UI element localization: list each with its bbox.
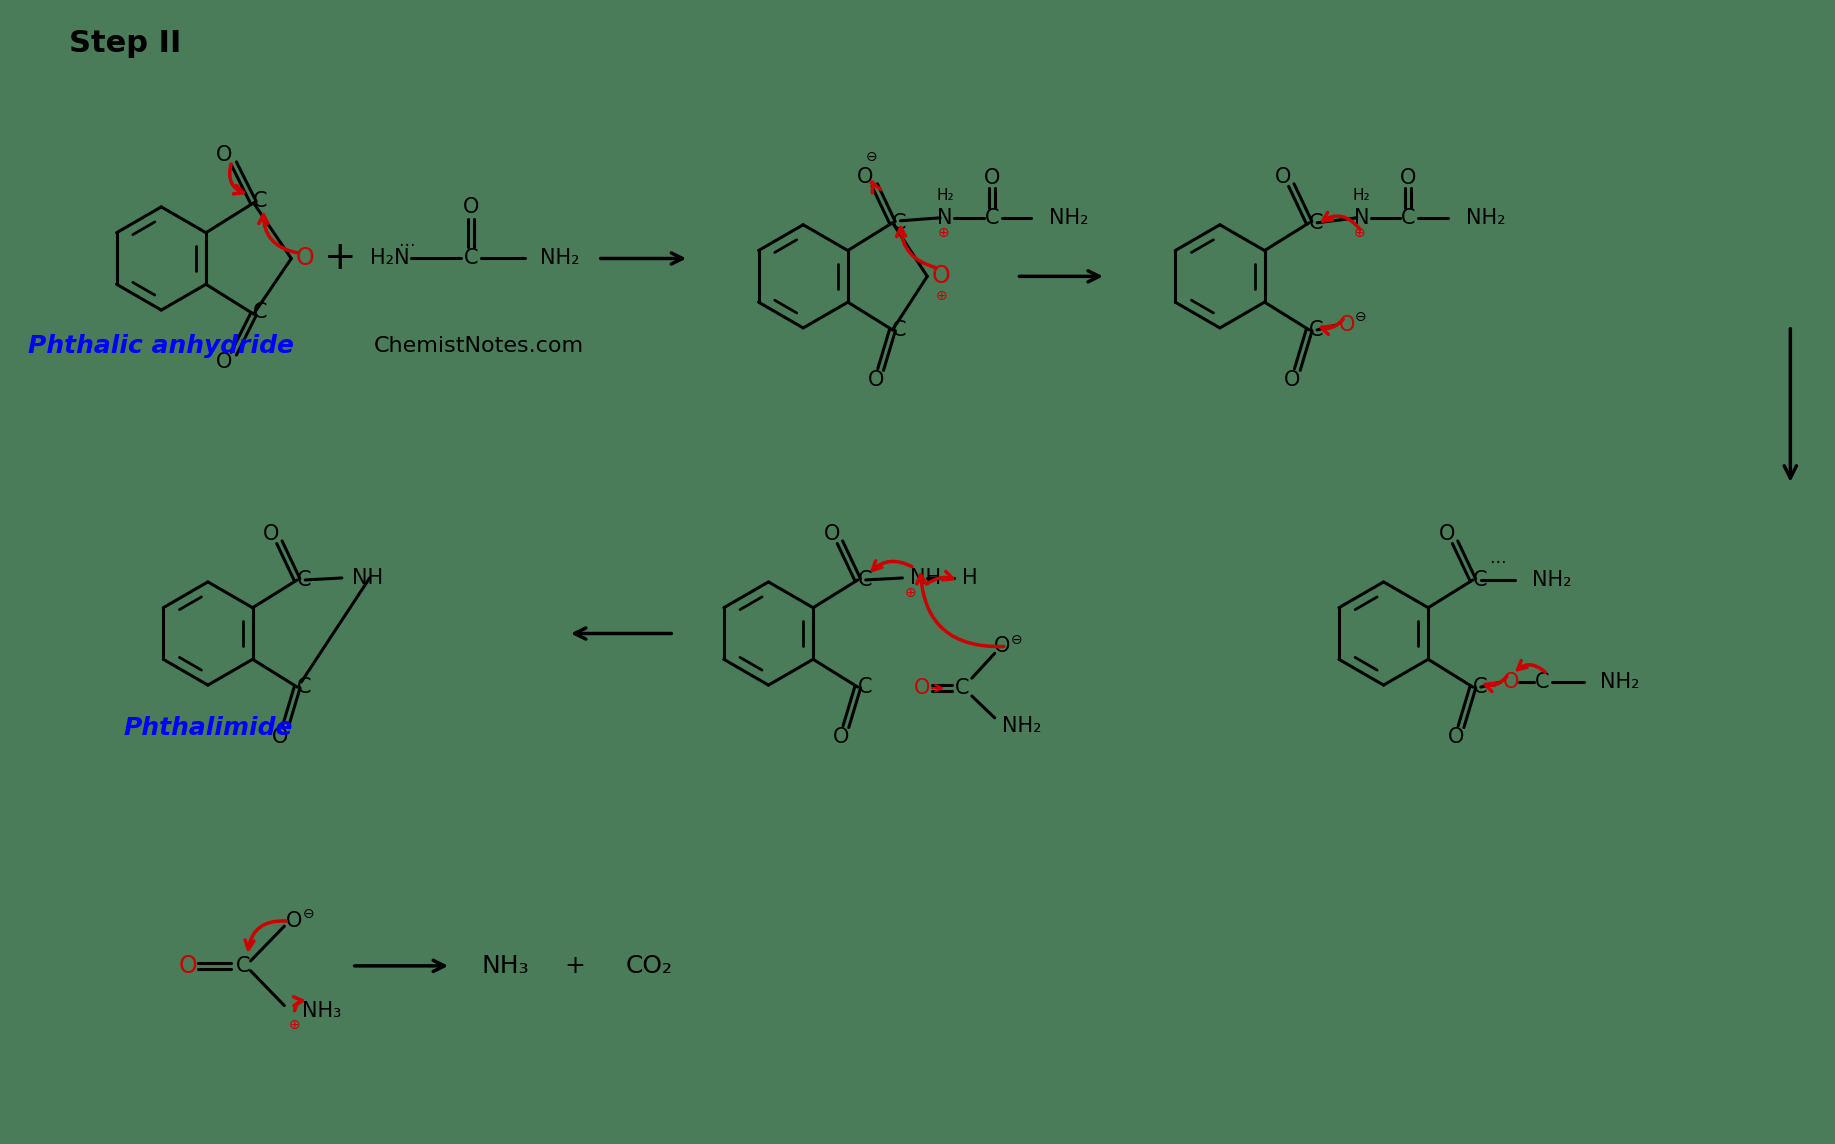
Text: O: O (217, 351, 231, 372)
Text: NH₂: NH₂ (1002, 716, 1040, 736)
Text: O: O (462, 197, 479, 217)
Text: O: O (262, 524, 279, 545)
Text: O: O (824, 524, 840, 545)
Text: O: O (1503, 673, 1519, 692)
Text: NH₂: NH₂ (1532, 570, 1573, 590)
Text: O: O (1400, 168, 1417, 188)
Text: CO₂: CO₂ (626, 954, 673, 978)
Text: NH: NH (910, 567, 941, 588)
Text: C: C (1308, 213, 1323, 232)
Text: Step II: Step II (70, 29, 182, 57)
Text: H₂: H₂ (1352, 189, 1371, 204)
Text: H₂: H₂ (936, 189, 954, 204)
Text: O: O (272, 726, 288, 747)
Text: Phthalic anhydride: Phthalic anhydride (28, 334, 294, 358)
Text: O: O (1340, 315, 1354, 335)
Text: C: C (297, 570, 312, 590)
Text: C: C (985, 208, 998, 228)
Text: ChemistNotes.com: ChemistNotes.com (374, 336, 584, 356)
Text: ⊕: ⊕ (938, 225, 949, 240)
Text: ⊕: ⊕ (936, 289, 947, 303)
Text: NH₃: NH₃ (483, 954, 528, 978)
Text: NH₃: NH₃ (303, 1001, 341, 1020)
Text: O: O (984, 168, 1000, 188)
Text: C: C (954, 678, 969, 698)
Text: C: C (464, 248, 479, 269)
Text: ⊕: ⊕ (1354, 225, 1365, 240)
Text: O: O (914, 678, 930, 698)
Text: O: O (286, 912, 303, 931)
Text: C: C (1308, 320, 1323, 340)
Text: C: C (1536, 673, 1549, 692)
Text: C: C (235, 956, 250, 976)
Text: C: C (892, 213, 906, 232)
Text: H: H (962, 567, 978, 588)
Text: NH₂: NH₂ (1050, 208, 1088, 228)
Text: C: C (1474, 570, 1486, 590)
Text: N: N (1354, 208, 1369, 228)
Text: C: C (1402, 208, 1415, 228)
Text: Phthalimide: Phthalimide (123, 716, 292, 740)
Text: O: O (1439, 524, 1455, 545)
Text: ⋯: ⋯ (1490, 553, 1507, 571)
Text: +: + (549, 954, 602, 978)
Text: ⊖: ⊖ (1011, 634, 1022, 648)
Text: O: O (295, 246, 314, 270)
Text: N: N (938, 208, 952, 228)
Text: C: C (1474, 677, 1486, 697)
Text: C: C (892, 320, 906, 340)
Text: O: O (993, 636, 1009, 657)
Text: NH₂: NH₂ (1600, 673, 1639, 692)
Text: +: + (323, 239, 356, 278)
Text: NH₂: NH₂ (1466, 208, 1505, 228)
Text: O: O (857, 167, 873, 188)
Text: O: O (833, 726, 850, 747)
Text: ⊖: ⊖ (866, 150, 877, 165)
Text: C: C (857, 677, 872, 697)
Text: O: O (1275, 167, 1292, 188)
Text: NH: NH (352, 567, 384, 588)
Text: O: O (932, 264, 951, 288)
Text: ⊕: ⊕ (288, 1018, 301, 1032)
Text: O: O (217, 145, 231, 165)
Text: O: O (1284, 370, 1301, 389)
Text: ⊕: ⊕ (905, 586, 916, 599)
Text: C: C (297, 677, 312, 697)
Text: C: C (253, 302, 268, 323)
Text: O: O (1448, 726, 1464, 747)
Text: ⋯: ⋯ (398, 236, 415, 254)
Text: C: C (253, 191, 268, 210)
Text: NH₂: NH₂ (539, 248, 580, 269)
Text: H₂N: H₂N (369, 248, 409, 269)
Text: O: O (178, 954, 198, 978)
Text: ⊖: ⊖ (1354, 310, 1367, 324)
Text: ⊖: ⊖ (303, 907, 314, 921)
Text: O: O (868, 370, 884, 389)
Text: C: C (857, 570, 872, 590)
